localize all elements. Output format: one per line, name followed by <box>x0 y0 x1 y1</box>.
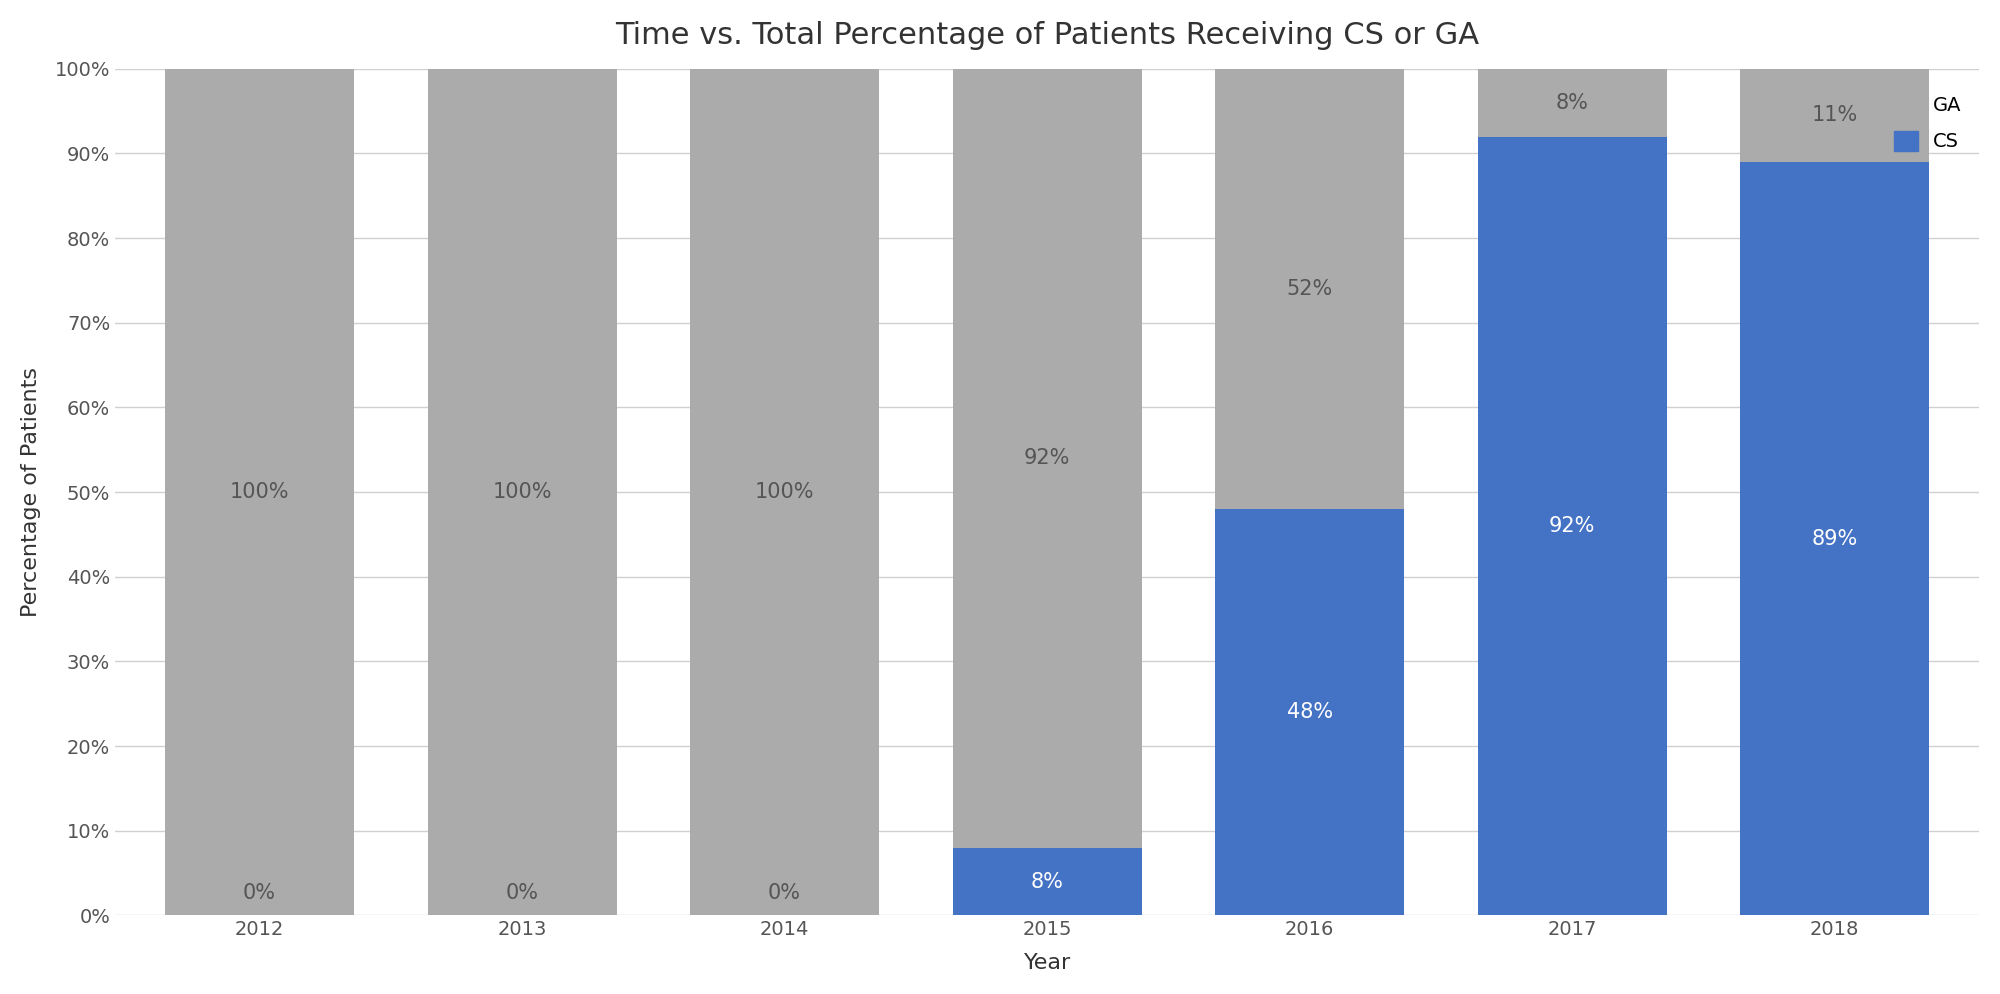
Text: 100%: 100% <box>754 482 814 502</box>
Bar <box>164 69 354 915</box>
Y-axis label: Percentage of Patients: Percentage of Patients <box>20 367 40 617</box>
Text: 89%: 89% <box>1812 529 1858 549</box>
Text: 11%: 11% <box>1812 105 1858 125</box>
Bar <box>1216 509 1404 915</box>
Bar <box>1740 69 1930 162</box>
Bar <box>952 69 1142 848</box>
Text: 8%: 8% <box>1556 92 1588 112</box>
Text: 100%: 100% <box>230 482 290 502</box>
Text: 52%: 52% <box>1286 279 1332 299</box>
Text: 100%: 100% <box>492 482 552 502</box>
Bar <box>1478 136 1666 915</box>
Bar <box>690 69 880 915</box>
Bar <box>952 848 1142 915</box>
Text: 48%: 48% <box>1286 702 1332 723</box>
Title: Time vs. Total Percentage of Patients Receiving CS or GA: Time vs. Total Percentage of Patients Re… <box>616 21 1480 50</box>
Text: 8%: 8% <box>1030 872 1064 892</box>
Text: 0%: 0% <box>768 883 802 903</box>
Bar <box>1216 69 1404 509</box>
Text: 92%: 92% <box>1024 448 1070 468</box>
Text: 0%: 0% <box>242 883 276 903</box>
X-axis label: Year: Year <box>1024 953 1070 973</box>
Text: 0%: 0% <box>506 883 538 903</box>
Bar <box>428 69 616 915</box>
Bar <box>1478 69 1666 136</box>
Legend: GA, CS: GA, CS <box>1886 87 1970 159</box>
Text: 92%: 92% <box>1550 516 1596 536</box>
Bar <box>1740 162 1930 915</box>
